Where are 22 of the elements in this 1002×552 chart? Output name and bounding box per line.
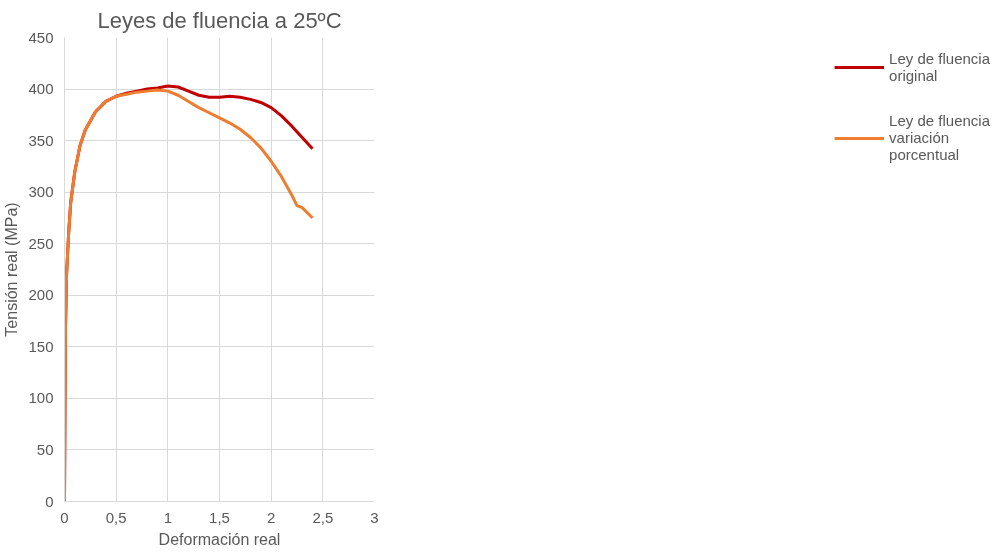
legend-label: Ley de fluencia original (889, 49, 990, 86)
y-tick-label: 250 (28, 234, 54, 252)
y-tick-label: 400 (28, 80, 54, 98)
x-axis-title: Deformación real (158, 530, 281, 548)
x-tick-label: 2 (267, 508, 276, 526)
y-axis-title: Tensión real (MPa) (3, 202, 21, 337)
y-tick-label: 350 (28, 131, 54, 149)
legend-label: Ley de fluencia variación porcentual (889, 112, 990, 163)
x-tick-label: 0,5 (105, 508, 127, 526)
x-tick-label: 3 (370, 508, 379, 526)
x-tick-label: 1,5 (209, 508, 230, 526)
x-tick-label: 2,5 (312, 508, 334, 526)
y-tick-label: 200 (28, 286, 54, 304)
y-tick-label: 0 (45, 492, 54, 510)
chart-title: Leyes de fluencia a 25ºC (97, 7, 342, 33)
x-tick-label: 0 (60, 508, 69, 526)
y-tick-label: 50 (36, 440, 54, 458)
x-tick-label: 1 (163, 508, 173, 526)
y-tick-label: 300 (28, 183, 54, 201)
y-tick-label: 100 (28, 389, 54, 407)
y-tick-label: 150 (28, 337, 54, 355)
y-tick-label: 450 (28, 28, 54, 46)
